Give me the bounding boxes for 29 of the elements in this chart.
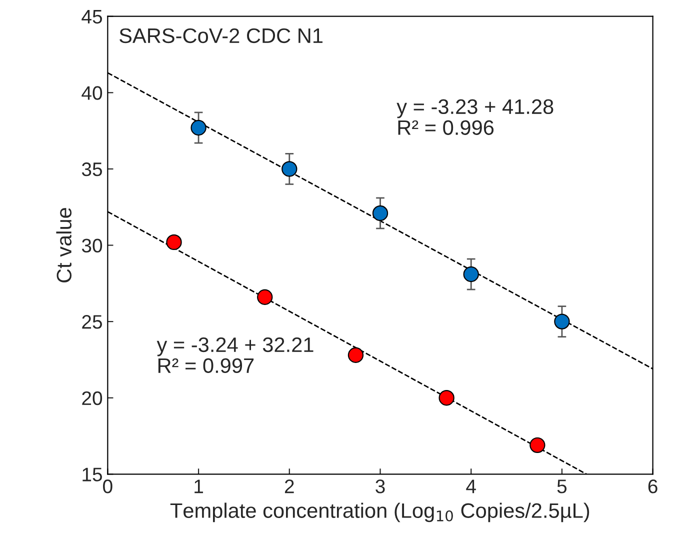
point	[463, 266, 479, 282]
x-tick-label: 6	[648, 480, 658, 494]
x-tick-label: 3	[376, 480, 385, 494]
chart-title: SARS-CoV-2 CDC N1	[120, 28, 322, 44]
point	[348, 347, 364, 363]
point	[282, 161, 298, 177]
point	[438, 390, 454, 406]
y-tick-label: 40	[82, 86, 102, 100]
point	[372, 205, 388, 222]
y-axis-title: Ct value	[56, 208, 72, 282]
x-tick-label: 5	[557, 480, 567, 494]
annotation: y = -3.23 + 41.28 R² = 0.996	[396, 99, 554, 135]
y-tick-label: 45	[82, 10, 102, 24]
y-tick-label: 35	[82, 162, 102, 176]
y-tick-label: 25	[82, 315, 102, 329]
point	[530, 437, 546, 453]
point	[554, 314, 570, 330]
x-tick-label: 0	[103, 480, 112, 494]
x-tick-label: 2	[284, 480, 294, 494]
y-tick-label: 20	[82, 391, 102, 406]
x-axis-title: Template concentration (Log$_{10}$ Copies/2.5µL)	[170, 502, 590, 522]
x-tick-label: 1	[194, 480, 203, 494]
point	[166, 234, 182, 250]
point	[257, 289, 273, 305]
x-tick-label: 4	[466, 480, 476, 494]
y-tick-label: 15	[82, 468, 102, 482]
y-tick-label: 30	[82, 238, 102, 252]
annotation: y = -3.24 + 32.21 R² = 0.997	[156, 337, 314, 374]
point	[190, 120, 206, 136]
